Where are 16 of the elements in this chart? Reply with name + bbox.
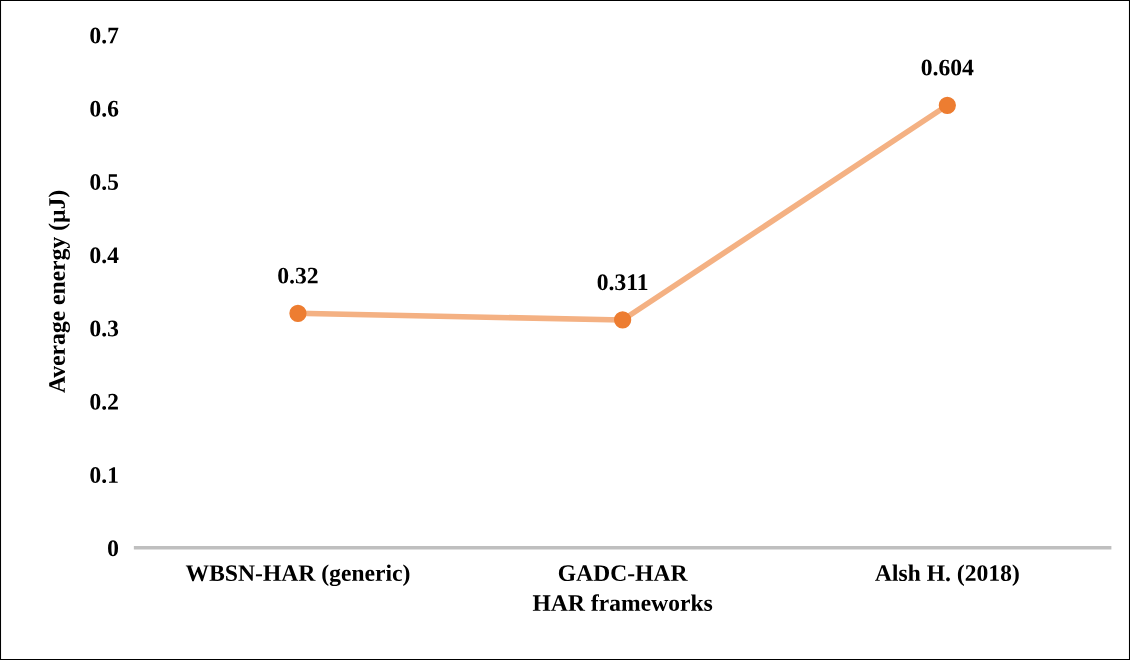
y-tick-label: 0.2 xyxy=(90,393,118,410)
y-tick-label: 0.7 xyxy=(90,27,119,44)
y-tick-label: 0.6 xyxy=(90,100,119,117)
x-tick-label: GADC-HAR xyxy=(558,565,688,582)
y-tick-label: 0.3 xyxy=(90,320,119,337)
y-tick-label: 0 xyxy=(108,540,119,557)
y-tick-label: 0.4 xyxy=(90,247,119,264)
x-tick-label: WBSN-HAR (generic) xyxy=(185,564,410,587)
y-tick-label: 0.1 xyxy=(90,467,118,484)
y-axis-title: Average energy (µJ) xyxy=(48,190,70,393)
y-tick-label: 0.5 xyxy=(90,173,119,191)
data-label: 0.311 xyxy=(597,274,648,291)
x-tick-label: Alsh H. (2018) xyxy=(875,564,1019,586)
data-label: 0.32 xyxy=(278,267,318,284)
data-label: 0.604 xyxy=(921,59,974,76)
x-axis-title: HAR frameworks xyxy=(532,594,713,612)
